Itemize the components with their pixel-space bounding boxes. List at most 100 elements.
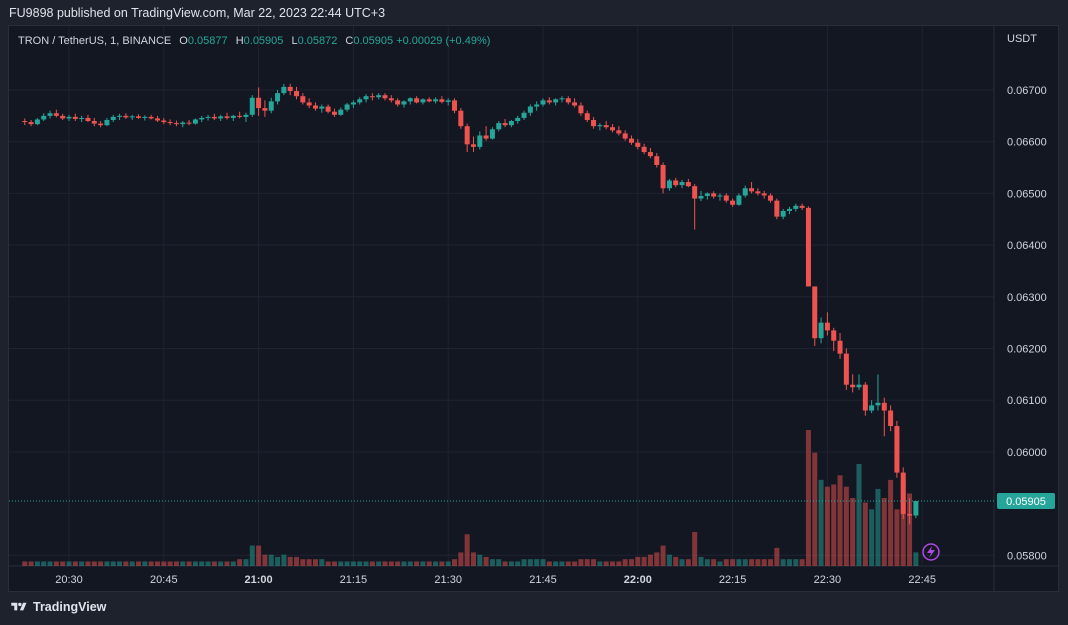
tradingview-logo-icon bbox=[11, 602, 27, 611]
candle-body bbox=[635, 142, 641, 147]
candle-body bbox=[553, 99, 559, 103]
candle-body bbox=[218, 116, 224, 119]
candle-body bbox=[173, 123, 179, 125]
candle-body bbox=[641, 146, 647, 153]
candle-body bbox=[275, 93, 281, 102]
candle-body bbox=[843, 353, 849, 385]
volume-bar bbox=[344, 561, 350, 566]
candle-body bbox=[774, 200, 780, 217]
candlestick-chart[interactable]: 0.05905 USDT 0.06700 0.06600 0.06500 0.06400… bbox=[9, 26, 1060, 593]
candle-body bbox=[369, 96, 375, 98]
volume-bar bbox=[768, 559, 774, 566]
x-tick-label: 22:45 bbox=[908, 574, 936, 586]
publication-header: FU9898 published on TradingView.com, Mar… bbox=[9, 6, 386, 20]
candle-body bbox=[597, 125, 603, 127]
candle-body bbox=[660, 164, 666, 189]
candle-body bbox=[350, 102, 356, 105]
volume-bar bbox=[47, 561, 53, 566]
candle-body bbox=[344, 104, 350, 110]
chart-pane[interactable]: 0.05905 USDT 0.06700 0.06600 0.06500 0.06400… bbox=[8, 25, 1060, 593]
candle-body bbox=[470, 144, 476, 147]
volume-bar bbox=[622, 559, 628, 566]
candle-body bbox=[66, 116, 72, 119]
candle-body bbox=[47, 113, 53, 116]
grid-lines bbox=[9, 26, 1060, 593]
candle-body bbox=[856, 384, 862, 388]
volume-bar bbox=[489, 559, 495, 566]
candle-body bbox=[603, 125, 609, 128]
candle-body bbox=[41, 115, 47, 120]
candle-body bbox=[28, 122, 34, 125]
y-tick-label: 0.06500 bbox=[1007, 188, 1047, 200]
candle-body bbox=[117, 115, 123, 117]
candle-body bbox=[534, 104, 540, 107]
candle-body bbox=[692, 186, 698, 199]
price-axis[interactable]: USDT 0.06700 0.06600 0.06500 0.06400 0.06300 0… bbox=[1007, 33, 1047, 562]
volume-bar bbox=[91, 561, 97, 566]
low-value: 0.05872 bbox=[297, 35, 338, 47]
volume-bar bbox=[483, 556, 489, 566]
candle-body bbox=[831, 330, 837, 341]
time-axis[interactable]: 20:30 20:45 21:00 21:15 21:30 21:45 22:00 22:15… bbox=[55, 574, 936, 586]
candle-body bbox=[445, 100, 451, 102]
volume-bar bbox=[591, 559, 597, 566]
volume-bar bbox=[818, 479, 824, 566]
candle-body bbox=[306, 102, 312, 106]
x-tick-label: 22:15 bbox=[719, 574, 747, 586]
volume-bar bbox=[325, 561, 331, 566]
volume-bar bbox=[464, 534, 470, 566]
volume-bar bbox=[477, 554, 483, 566]
candle-body bbox=[148, 116, 154, 119]
candle-body bbox=[167, 122, 173, 124]
footer-brand[interactable]: TradingView bbox=[10, 600, 106, 614]
volume-bar bbox=[34, 561, 40, 566]
candle-body bbox=[192, 119, 198, 124]
candle-body bbox=[647, 152, 653, 157]
candle-body bbox=[869, 405, 875, 411]
candle-body bbox=[894, 426, 900, 473]
candle-body bbox=[673, 180, 679, 186]
y-tick-label: 0.06400 bbox=[1007, 240, 1047, 252]
volume-bar bbox=[53, 561, 59, 566]
candle-body bbox=[104, 119, 110, 126]
candle-body bbox=[616, 130, 622, 134]
volume-bar bbox=[692, 532, 698, 566]
candle-body bbox=[565, 98, 571, 103]
candle-body bbox=[186, 122, 192, 124]
volume-bar bbox=[401, 561, 407, 566]
candle-body bbox=[521, 112, 527, 118]
candle-body bbox=[559, 98, 565, 100]
candle-body bbox=[761, 193, 767, 196]
volume-bar bbox=[382, 561, 388, 566]
volume-bar bbox=[736, 559, 742, 566]
candle-body bbox=[742, 188, 748, 196]
candle-body bbox=[496, 123, 502, 130]
candle-body bbox=[527, 106, 533, 113]
volume-bar bbox=[218, 561, 224, 566]
volume-bar bbox=[426, 561, 432, 566]
x-tick-label: 20:30 bbox=[55, 574, 83, 586]
candle-body bbox=[395, 100, 401, 105]
candle-body bbox=[698, 195, 704, 199]
volume-bar bbox=[831, 484, 837, 566]
candle-body bbox=[749, 188, 755, 192]
volume-bar bbox=[856, 464, 862, 566]
candle-body bbox=[230, 115, 236, 118]
lightning-icon[interactable] bbox=[922, 543, 940, 561]
x-tick-label: 21:00 bbox=[245, 574, 273, 586]
candle-body bbox=[414, 98, 420, 103]
volume-bar bbox=[256, 545, 262, 566]
candle-body bbox=[888, 410, 894, 427]
y-tick-label: 0.06000 bbox=[1007, 447, 1047, 459]
candle-body bbox=[433, 99, 439, 102]
volume-bar bbox=[281, 554, 287, 566]
candle-body bbox=[780, 210, 786, 217]
y-tick-label: 0.06200 bbox=[1007, 344, 1047, 356]
volume-bar bbox=[799, 559, 805, 566]
candle-body bbox=[110, 116, 116, 120]
volume-bar bbox=[205, 561, 211, 566]
candle-body bbox=[584, 113, 590, 120]
volume-bar bbox=[635, 556, 641, 566]
volume-bar bbox=[104, 561, 110, 566]
candle-body bbox=[458, 110, 464, 127]
